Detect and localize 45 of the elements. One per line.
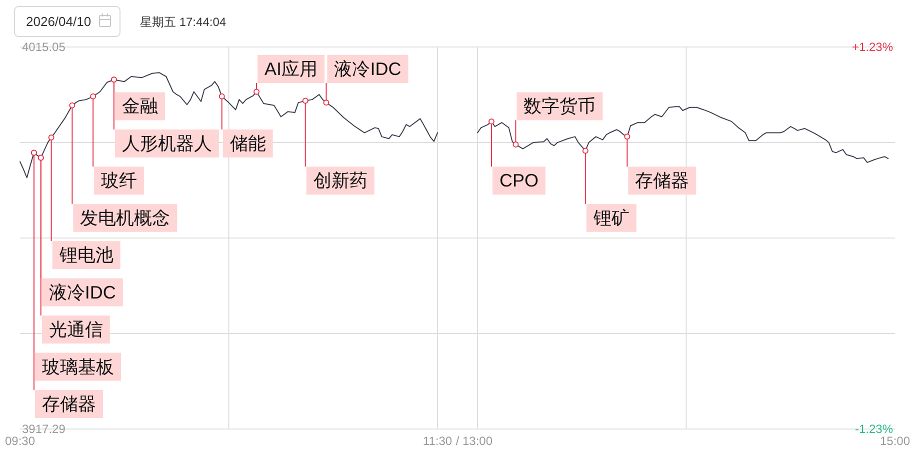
subtitle: 星期五 17:44:04 — [140, 15, 226, 29]
annotation: 锂电池 — [58, 245, 114, 266]
annotation: 玻纤 — [101, 170, 138, 191]
annotation: 创新药 — [306, 166, 374, 195]
annotation: CPO — [492, 166, 546, 195]
annotation: AI应用 — [264, 59, 318, 79]
y-tick-label: 3917.29 — [22, 422, 66, 436]
annotation: 存储器 — [34, 390, 103, 418]
annotation: 液冷IDC — [48, 282, 116, 302]
annotation: 储能 — [230, 133, 266, 154]
annotation: 锂矿 — [586, 204, 636, 232]
annotation: AI应用 — [258, 55, 325, 83]
annotation: 存储器 — [635, 170, 690, 191]
annotation: 玻纤 — [94, 166, 144, 195]
x-tick-label: 09:30 — [4, 434, 36, 448]
y-tick-label: 4015.05 — [22, 40, 66, 54]
annotation: 数字货币 — [524, 96, 596, 116]
y2-tick-label: +1.23% — [852, 40, 893, 54]
annotation: 锂矿 — [592, 208, 630, 228]
annotation: 存储器 — [42, 394, 96, 414]
annotation: CPO — [499, 170, 538, 191]
annotation: 锂电池 — [52, 241, 120, 270]
annotation: 光通信 — [48, 320, 103, 340]
annotation: 金融 — [122, 96, 158, 116]
annotation: 储能 — [222, 129, 273, 158]
annotation: 人形机器人 — [122, 133, 212, 154]
annotation: 液冷IDC — [42, 278, 123, 306]
annotation: 光通信 — [42, 316, 110, 344]
annotation: 数字货币 — [516, 92, 603, 120]
annotation: 玻璃基板 — [34, 352, 121, 381]
annotation: 人形机器人 — [114, 129, 219, 158]
annotation: 存储器 — [628, 166, 696, 195]
title: 2026/04/10 — [26, 14, 92, 29]
annotation: 金融 — [114, 92, 165, 120]
x-tick-label: 15:00 — [880, 434, 910, 448]
annotation: 创新药 — [313, 170, 368, 191]
note: / — [456, 434, 460, 448]
x-tick-label: 11:30 — [422, 434, 452, 448]
annotation: 液冷IDC — [327, 55, 408, 83]
annotation: 玻璃基板 — [42, 356, 114, 377]
annotation: 发电机概念 — [73, 204, 178, 232]
annotation: 发电机概念 — [80, 208, 170, 228]
annotation: 液冷IDC — [334, 59, 402, 79]
x-tick-label: 13:00 — [462, 434, 493, 448]
y2-tick-label: -1.23% — [854, 422, 893, 436]
